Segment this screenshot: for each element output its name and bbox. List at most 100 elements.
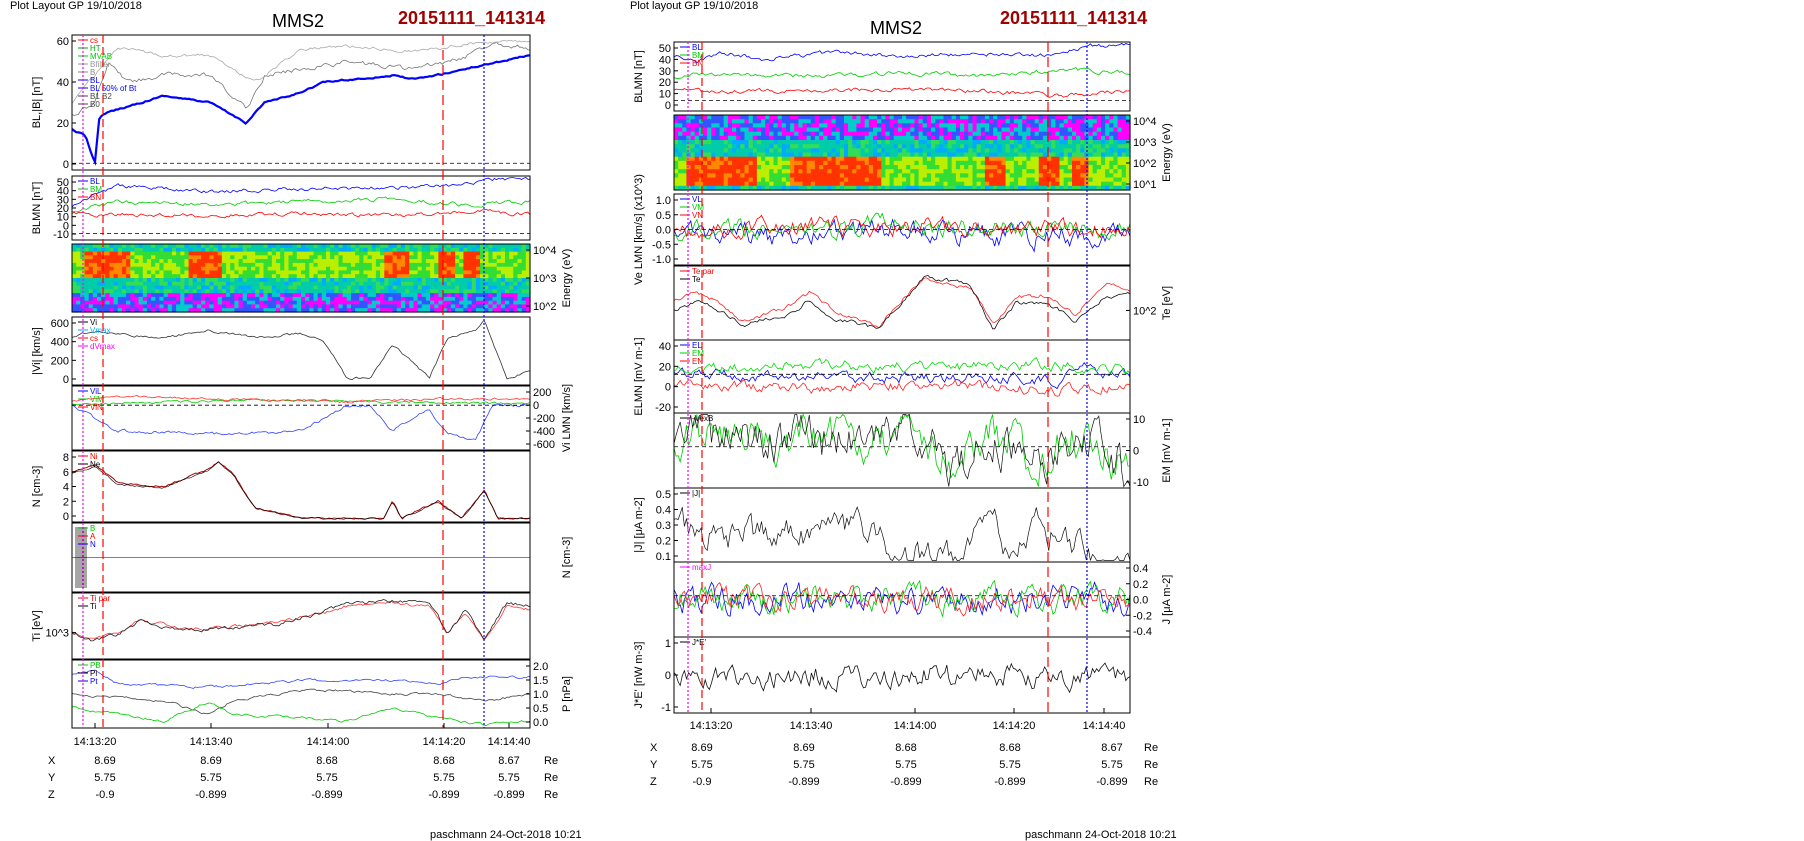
- y-tick-label: -200: [533, 413, 555, 425]
- y-tick-label: 0: [63, 159, 69, 171]
- y-tick-label: 0.5: [656, 210, 671, 222]
- y-tick-label: 0.3: [656, 520, 671, 532]
- panel-frame: [673, 114, 1131, 191]
- y-tick-label: 10^2: [1133, 305, 1157, 317]
- y-tick-label: 8: [63, 452, 69, 464]
- ephem-value: 5.75: [793, 759, 814, 771]
- ephem-value: 8.67: [498, 755, 519, 767]
- panel-7: N [cm-3] BAN: [71, 522, 573, 593]
- y-tick-label: -0.2: [1133, 610, 1152, 622]
- y-tick-label: 30: [57, 194, 69, 206]
- ephem-value: 5.75: [433, 772, 454, 784]
- page1-footer: paschmann 24-Oct-2018 10:21: [430, 829, 582, 841]
- y-tick-label: -0.4: [1133, 626, 1152, 638]
- page1-event-id: 20151111_141314: [398, 8, 546, 28]
- ephem-row-label: Z: [650, 776, 657, 788]
- x-tick-label: 14:13:20: [74, 736, 117, 748]
- y-tick-label: 1: [665, 638, 671, 650]
- y-axis-label: EM [mV m-1]: [1161, 418, 1173, 482]
- panel-frame: [71, 592, 531, 660]
- series-line: [673, 580, 1131, 617]
- y-tick-label: 0: [1133, 446, 1139, 458]
- ephem-value: 5.75: [316, 772, 337, 784]
- ephem-value: 8.68: [316, 755, 337, 767]
- x-tick-label: 14:13:40: [790, 720, 833, 732]
- panel-frame: [673, 412, 1131, 489]
- y-tick-label: 60: [57, 36, 69, 48]
- y-tick-label: -10: [1133, 477, 1149, 489]
- y-tick-label: -600: [533, 439, 555, 451]
- panel-3: 1.0 0.5 0.0 -0.5 -1.0 Ve LMN [km/s] (x10^3) VL…: [633, 174, 1131, 285]
- ephem-row-label: Y: [48, 772, 56, 784]
- y-tick-label: 0: [533, 400, 539, 412]
- series-line: [673, 379, 1131, 397]
- legend-label: B: [90, 68, 95, 77]
- legend-label: VM: [692, 203, 704, 212]
- ephem-value: 5.75: [1101, 759, 1122, 771]
- series-line: [71, 669, 531, 689]
- legend-label: A: [90, 532, 96, 541]
- series-line: [71, 688, 531, 715]
- y-tick-label: 40: [57, 186, 69, 198]
- series-line: [71, 196, 531, 213]
- legend-label: J*E': [692, 638, 706, 647]
- series-line: [71, 403, 531, 440]
- legend-label: VN: [692, 211, 703, 220]
- legend-label: BL: [90, 76, 100, 85]
- y-tick-label: 10: [57, 212, 69, 224]
- legend-label: Ti par: [90, 594, 110, 603]
- ephem-value: 8.68: [999, 742, 1020, 754]
- y-tick-label: 10^4: [533, 245, 557, 257]
- x-tick-label: 14:14:40: [1083, 720, 1126, 732]
- ephem-row-label: X: [48, 755, 56, 767]
- ephem-value: 5.75: [691, 759, 712, 771]
- ephem-value: 8.68: [433, 755, 454, 767]
- panel-frame: [673, 41, 1131, 112]
- y-tick-label: -10: [53, 229, 69, 241]
- y-axis-label: |Vi| [km/s]: [31, 327, 43, 375]
- legend-label: EN: [692, 357, 703, 366]
- y-tick-label: 400: [51, 337, 69, 349]
- y-tick-label: -0.5: [652, 239, 671, 251]
- y-axis-label: Te [eV]: [1161, 286, 1173, 320]
- ephem-value: 8.69: [94, 755, 115, 767]
- y-tick-label: 10^3: [1133, 137, 1157, 149]
- legend-label: B1 B2: [90, 92, 112, 101]
- legend-label: N: [90, 540, 96, 549]
- y-axis-label: Ti [eV]: [31, 610, 43, 641]
- legend-label: BM: [90, 185, 102, 194]
- x-tick-label: 14:13:40: [190, 736, 233, 748]
- y-tick-label: 10: [659, 89, 671, 101]
- y-tick-label: 0.4: [656, 505, 671, 517]
- legend-label: Ti: [90, 602, 97, 611]
- y-tick-label: 0.0: [533, 717, 548, 729]
- y-tick-label: 50: [659, 43, 671, 55]
- panel-frame: [673, 636, 1131, 714]
- ephem-unit: Re: [1144, 759, 1158, 771]
- ephem-unit: Re: [1144, 742, 1158, 754]
- panel-7: 0.5 0.4 0.3 0.2 0.1 |J| [μA m-2] |J|: [633, 487, 1131, 563]
- y-axis-label: N [cm-3]: [561, 537, 573, 579]
- ephem-unit: Re: [544, 755, 558, 767]
- ephem-value: -0.899: [493, 789, 524, 801]
- legend-label: Vmax: [90, 326, 110, 335]
- panel-frame: [71, 316, 531, 386]
- x-tick-label: 14:13:20: [690, 720, 733, 732]
- page2-footer: paschmann 24-Oct-2018 10:21: [1025, 829, 1177, 841]
- y-tick-label: 0: [63, 511, 69, 523]
- legend-label: EL: [692, 341, 702, 350]
- series-line: [673, 87, 1131, 98]
- series-line: [673, 356, 1131, 375]
- ephem-row-label: X: [650, 742, 658, 754]
- ephem-value: -0.899: [311, 789, 342, 801]
- y-tick-label: 0: [665, 382, 671, 394]
- y-tick-label: 2: [63, 496, 69, 508]
- page2-event-id: 20151111_141314: [1000, 8, 1148, 28]
- series-line: [71, 599, 531, 642]
- y-axis-label: Energy (eV): [1161, 123, 1173, 182]
- y-tick-label: 0: [665, 670, 671, 682]
